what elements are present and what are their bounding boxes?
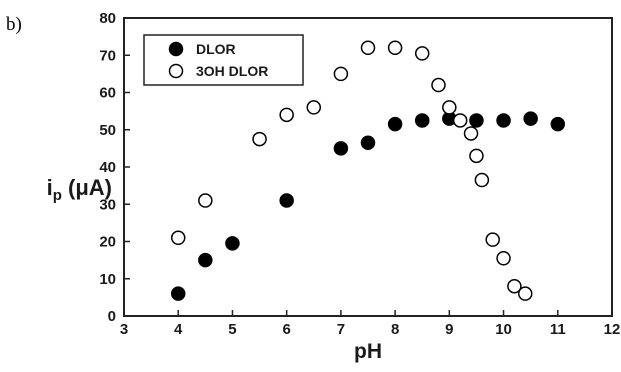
x-axis: 3 4 5 6 7 8 9 10 11 12: [120, 310, 621, 338]
data-markers: [170, 40, 566, 301]
x-tick-label: 10: [495, 321, 512, 338]
data-point-3oh-dlor: [387, 40, 403, 56]
data-point-3oh-dlor: [279, 107, 294, 123]
y-axis-label-main: i: [47, 175, 53, 200]
data-point-3oh-dlor: [170, 230, 186, 246]
data-point-3oh-dlor: [469, 148, 484, 164]
data-point-dlor: [550, 116, 566, 132]
y-tick-label: 30: [99, 196, 116, 213]
data-point-dlor: [279, 193, 294, 208]
x-tick-label: 12: [604, 321, 621, 338]
plot-area: 3 4 5 6 7 8 9 10 11 12 0 10 20 30 40 50 60 70 80: [99, 10, 620, 338]
data-point-dlor: [496, 113, 511, 128]
legend: DLOR 3OH DLOR: [143, 34, 304, 86]
legend-label-dlor: DLOR: [196, 41, 236, 57]
x-tick-label: 7: [337, 321, 345, 338]
x-tick-label: 9: [445, 321, 453, 338]
x-tick-label: 4: [174, 321, 183, 338]
data-point-3oh-dlor: [414, 46, 430, 61]
data-point-dlor: [170, 286, 186, 301]
y-tick-label: 70: [99, 47, 116, 64]
data-point-3oh-dlor: [431, 77, 446, 93]
data-point-3oh-dlor: [496, 251, 511, 266]
y-axis: 0 10 20 30 40 50 60 70 80: [99, 10, 130, 325]
x-tick-label: 6: [282, 321, 290, 338]
data-point-3oh-dlor: [463, 126, 479, 141]
data-point-3oh-dlor: [360, 40, 376, 56]
y-tick-label: 80: [99, 10, 116, 27]
y-tick-label: 20: [99, 234, 116, 251]
y-tick-label: 0: [108, 308, 116, 325]
data-point-3oh-dlor: [485, 232, 500, 247]
legend-box: [143, 34, 304, 86]
y-tick-label: 50: [99, 122, 116, 139]
data-point-dlor: [469, 113, 484, 128]
data-point-dlor: [333, 141, 349, 156]
y-tick-label: 40: [99, 159, 116, 176]
x-tick-label: 11: [550, 321, 566, 338]
y-axis-label-unit: (μA): [62, 175, 112, 200]
data-point-3oh-dlor: [252, 131, 267, 147]
data-point-3oh-dlor: [198, 193, 213, 208]
x-axis-label: pH: [354, 340, 382, 363]
y-tick-label: 10: [99, 271, 116, 288]
x-tick-label: 5: [228, 321, 236, 338]
data-point-3oh-dlor: [333, 66, 349, 82]
data-point-dlor: [360, 135, 376, 151]
legend-marker-3oh-dlor: [168, 63, 184, 79]
y-axis-label: ip (μA): [47, 175, 112, 204]
legend-marker-dlor: [168, 41, 184, 57]
panel-label: b): [6, 14, 22, 35]
data-point-3oh-dlor: [306, 100, 322, 115]
data-point-dlor: [225, 236, 240, 251]
x-tick-label: 3: [120, 321, 128, 338]
data-point-dlor: [414, 113, 430, 128]
y-tick-label: 60: [99, 85, 116, 102]
data-point-dlor: [198, 252, 213, 268]
data-point-dlor: [523, 111, 538, 126]
data-point-3oh-dlor: [442, 100, 457, 115]
legend-label-3oh-dlor: 3OH DLOR: [196, 63, 268, 79]
data-point-3oh-dlor: [452, 113, 468, 128]
y-axis-label-subscript: p: [53, 187, 62, 204]
data-point-3oh-dlor: [474, 172, 490, 188]
data-point-dlor: [387, 116, 403, 132]
x-tick-label: 8: [391, 321, 399, 338]
data-point-3oh-dlor: [517, 286, 533, 301]
data-point-3oh-dlor: [507, 278, 522, 294]
